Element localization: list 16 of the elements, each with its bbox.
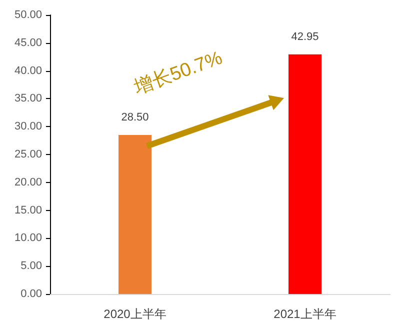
y-tick-label: 0.00 bbox=[20, 288, 42, 300]
y-tick-label: 15.00 bbox=[14, 204, 42, 216]
y-tick-label: 10.00 bbox=[14, 232, 42, 244]
x-tick-label: 2021上半年 bbox=[274, 307, 336, 321]
annotation: 增长50.7% bbox=[130, 48, 226, 100]
y-tick-label: 30.00 bbox=[14, 120, 42, 133]
data-label: 28.50 bbox=[121, 111, 149, 124]
y-tick-label: 35.00 bbox=[14, 92, 42, 105]
y-tick-label: 5.00 bbox=[20, 260, 42, 272]
y-tick-label: 25.00 bbox=[14, 148, 42, 160]
y-tick-label: 50.00 bbox=[14, 9, 42, 21]
x-tick-label: 2020上半年 bbox=[104, 307, 166, 321]
y-tick-label: 45.00 bbox=[14, 36, 42, 49]
y-tick-label: 20.00 bbox=[14, 176, 42, 188]
data-label: 42.95 bbox=[291, 30, 319, 43]
y-tick-label: 40.00 bbox=[14, 64, 42, 77]
